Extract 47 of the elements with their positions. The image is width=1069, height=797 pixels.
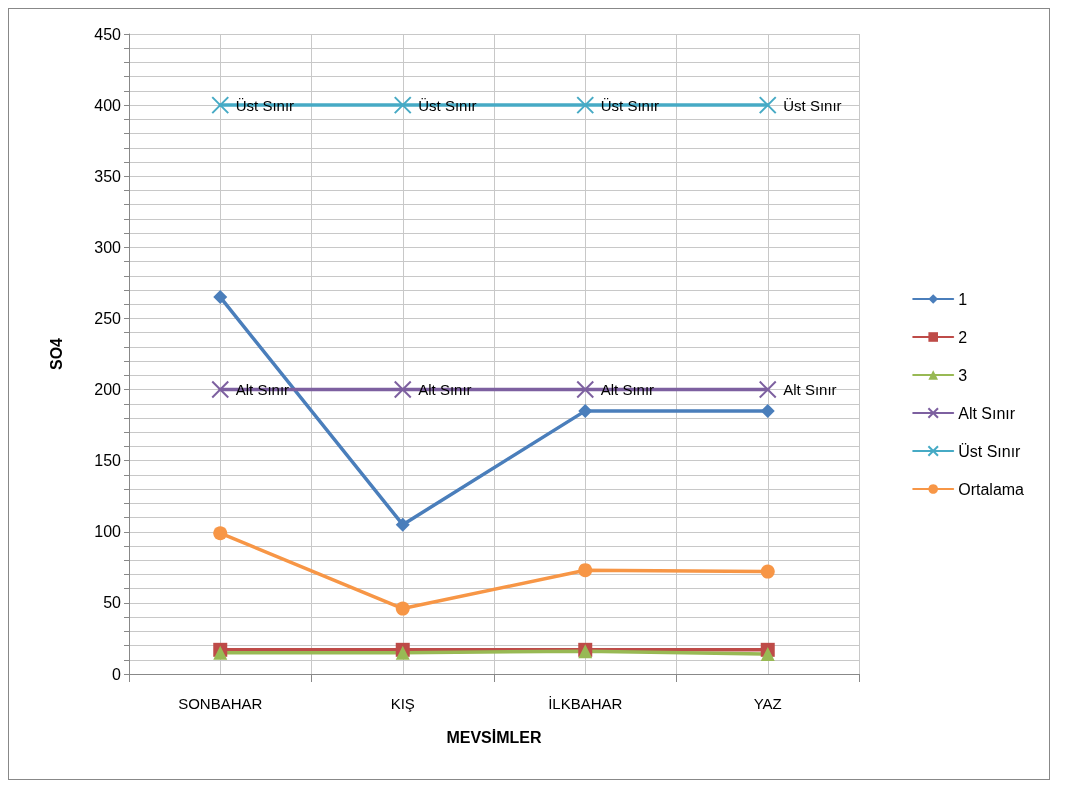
x-tick-label: İLKBAHAR bbox=[548, 695, 623, 712]
data-label: Alt Sınır bbox=[235, 381, 290, 399]
x-axis-title: MEVSİMLER bbox=[446, 728, 542, 746]
x-tick-label: YAZ bbox=[753, 695, 782, 712]
y-tick-label: 400 bbox=[94, 96, 122, 114]
y-axis-title: SO4 bbox=[47, 337, 65, 371]
point bbox=[758, 380, 777, 399]
point bbox=[213, 290, 228, 305]
x-tick-label: SONBAHAR bbox=[178, 695, 263, 712]
legend-label: Ortalama bbox=[958, 480, 1025, 498]
point bbox=[213, 526, 228, 541]
point bbox=[760, 564, 775, 579]
data-label: Alt Sınır bbox=[418, 381, 472, 399]
legend-label: 1 bbox=[958, 290, 968, 308]
point bbox=[211, 96, 230, 115]
point bbox=[395, 601, 410, 616]
legend-label: 3 bbox=[958, 366, 968, 384]
point bbox=[576, 380, 595, 399]
point bbox=[211, 380, 230, 399]
point bbox=[576, 96, 595, 115]
data-label: Üst Sınır bbox=[600, 96, 660, 114]
point bbox=[760, 403, 775, 418]
data-label: Alt Sınır bbox=[783, 381, 837, 399]
point bbox=[758, 96, 777, 115]
point bbox=[393, 380, 412, 399]
y-tick-label: 300 bbox=[94, 238, 122, 256]
y-tick-label: 150 bbox=[94, 452, 122, 470]
data-label: Alt Sınır bbox=[600, 381, 655, 399]
data-label: Üst Sınır bbox=[235, 96, 295, 114]
point bbox=[395, 517, 410, 532]
y-tick-label: 0 bbox=[112, 665, 122, 683]
y-tick-label: 350 bbox=[94, 167, 122, 185]
legend-label: 2 bbox=[958, 328, 968, 346]
data-label: Üst Sınır bbox=[783, 96, 842, 114]
point bbox=[393, 96, 412, 115]
legend-label: Üst Sınır bbox=[958, 442, 1022, 460]
point bbox=[578, 563, 593, 578]
point bbox=[760, 647, 775, 662]
legend-label: Alt Sınır bbox=[958, 404, 1016, 422]
y-tick-label: 250 bbox=[94, 309, 122, 327]
y-tick-label: 100 bbox=[94, 523, 122, 541]
y-tick-label: 50 bbox=[103, 594, 122, 612]
x-tick-label: KIŞ bbox=[390, 695, 415, 712]
y-tick-label: 200 bbox=[94, 381, 122, 399]
data-label: Üst Sınır bbox=[418, 96, 477, 114]
point bbox=[578, 403, 593, 418]
y-tick-label: 450 bbox=[94, 25, 122, 43]
